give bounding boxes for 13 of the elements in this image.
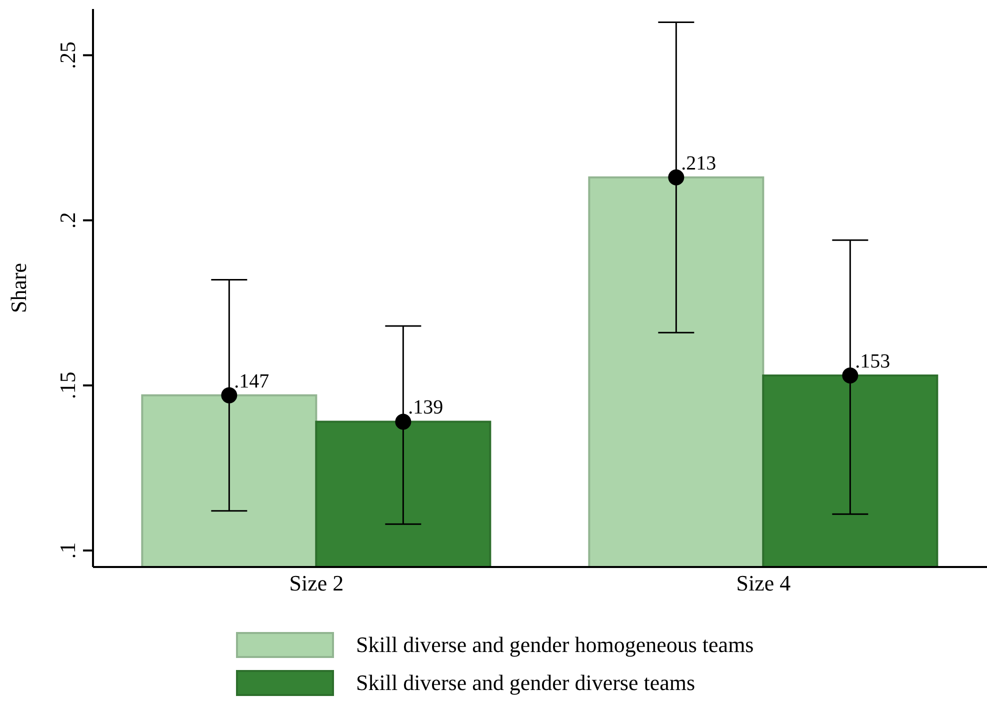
data-label: .147 [234, 370, 270, 392]
y-axis-title: Share [6, 262, 31, 314]
legend-label: Skill diverse and gender homogeneous teams [356, 632, 754, 658]
legend-label: Skill diverse and gender diverse teams [356, 670, 696, 696]
y-tick-label: .15 [55, 372, 80, 400]
data-label: .139 [408, 396, 444, 419]
data-label: .213 [681, 152, 716, 174]
y-tick-label: .1 [55, 542, 80, 559]
x-tick-label: Size 2 [289, 570, 344, 596]
x-tick-label: Size 4 [736, 570, 791, 596]
y-tick-label: .25 [55, 41, 80, 69]
y-tick-label: .2 [55, 212, 80, 229]
data-label: .153 [855, 350, 890, 372]
